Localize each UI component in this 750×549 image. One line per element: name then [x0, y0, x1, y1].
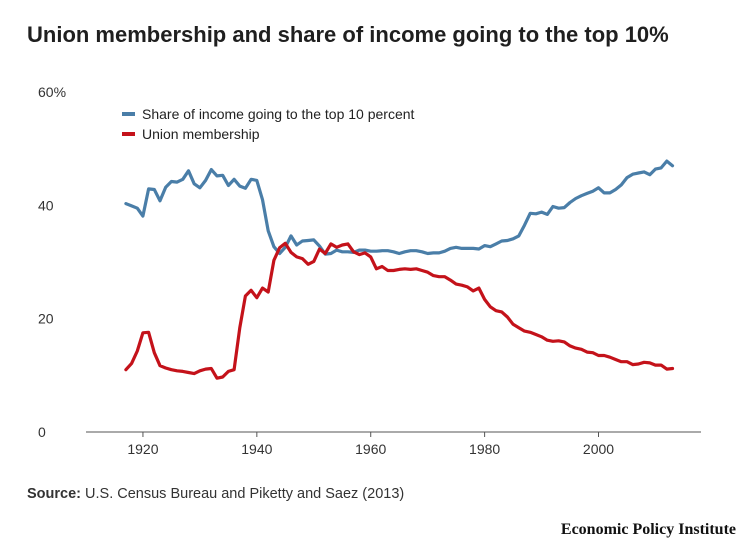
source-text: U.S. Census Bureau and Piketty and Saez …: [85, 486, 405, 502]
series-line-top10-income: [124, 159, 675, 256]
x-axis: 1920 1940 1960 1980 2000: [127, 432, 614, 457]
y-tick-label: 20: [38, 311, 54, 327]
y-tick-label: 40: [38, 197, 54, 213]
x-tick-label: 1960: [355, 441, 386, 457]
source-label: Source:: [27, 486, 81, 502]
x-tick-label: 1980: [469, 441, 500, 457]
chart-title: Union membership and share of income goi…: [27, 22, 669, 47]
y-tick-label: 0: [38, 424, 46, 440]
series-layer: [124, 159, 675, 380]
y-tick-label: 60%: [38, 84, 66, 100]
x-tick-label: 2000: [583, 441, 614, 457]
x-tick-label: 1920: [127, 441, 158, 457]
legend: Share of income going to the top 10 perc…: [122, 106, 415, 142]
y-axis: 0 20 40 60%: [38, 84, 66, 440]
legend-label: Share of income going to the top 10 perc…: [142, 106, 415, 122]
x-tick-label: 1940: [241, 441, 272, 457]
brand-logo: Economic Policy Institute: [560, 521, 736, 538]
series-line-union-membership: [124, 241, 675, 380]
legend-label: Union membership: [142, 126, 260, 142]
source-note: Source: U.S. Census Bureau and Piketty a…: [27, 486, 404, 502]
